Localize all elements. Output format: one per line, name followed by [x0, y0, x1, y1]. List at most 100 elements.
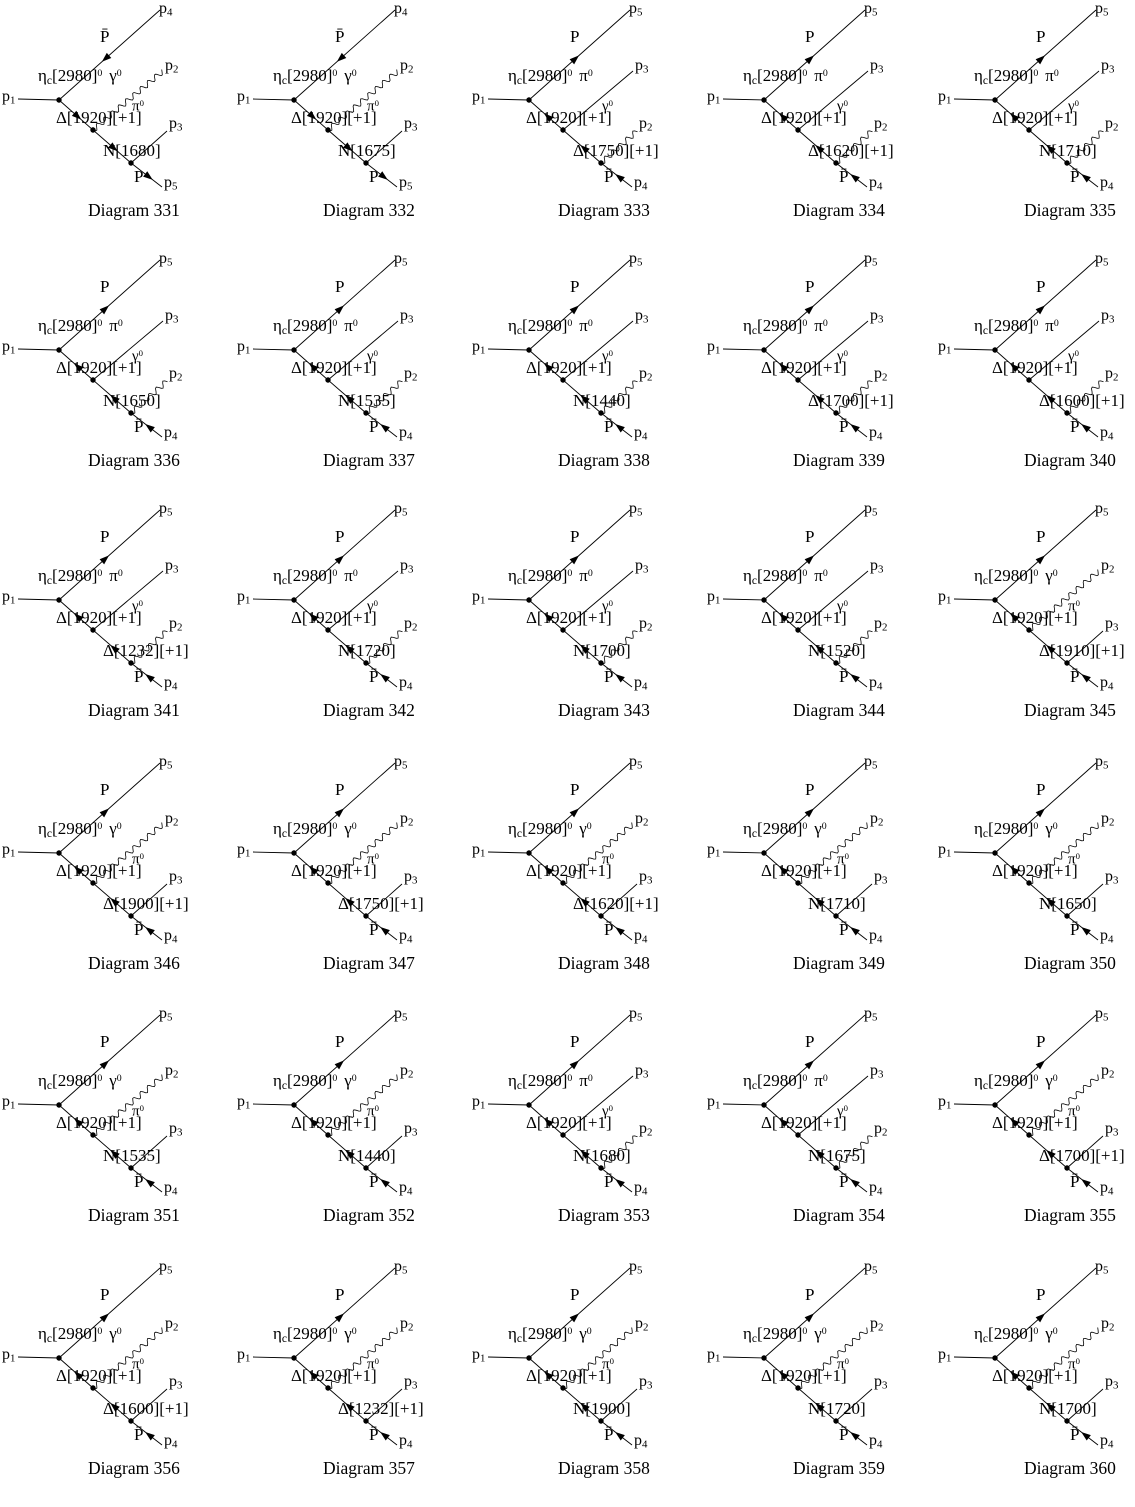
- eta-mass: [2980]: [522, 566, 568, 585]
- internal-propagator1-label: Δ[1920][+1]: [761, 358, 847, 377]
- v3-emitted-particle-label: π0: [837, 1356, 849, 1373]
- v3-emitted-particle-label: γ0: [132, 598, 143, 615]
- top-baryon-line: [994, 1014, 1097, 1106]
- vertex-dot: [1026, 377, 1032, 383]
- fermion-arrowhead: [334, 808, 345, 818]
- bottom-baryon-label: P̄: [839, 167, 849, 186]
- upper-right-momentum-label: p2: [635, 1315, 649, 1334]
- fermion-arrowhead: [380, 1431, 390, 1441]
- v3-emitted-particle-label: γ0: [837, 1103, 848, 1120]
- photon-line: [327, 1074, 398, 1137]
- eta-subscript: c: [281, 323, 288, 337]
- pion-line: [1066, 1135, 1104, 1169]
- vertex-dot: [1064, 1418, 1070, 1424]
- feynman-diagram-cell: p1 ηc[2980]0 γ0 P p5 p2 Δ[1920][+1] π0 Δ[…: [2, 753, 229, 1002]
- vertex-dot: [1064, 160, 1070, 166]
- internal-propagator1-label: Δ[1920][+1]: [992, 861, 1078, 880]
- bottom-baryon-label: P̄: [1070, 667, 1080, 686]
- incoming-momentum-label: p1: [707, 588, 721, 607]
- top-baryon-label: P: [805, 27, 815, 46]
- bottom-baryon-label: P̄: [604, 167, 614, 186]
- bottom-baryon-label: P̄: [1070, 920, 1080, 939]
- internal-propagator2-label: N[1520]: [808, 641, 866, 660]
- parent-particle-label: ηc[2980]0 π0: [974, 317, 1059, 337]
- fermion-arrowhead: [334, 1313, 345, 1323]
- vertex-dot: [833, 1418, 839, 1424]
- upper-right-momentum-label: p2: [400, 1315, 414, 1334]
- v3-emitted-particle-label: γ0: [837, 98, 848, 115]
- internal-propagator1-label: Δ[1920][+1]: [992, 108, 1078, 127]
- internal-propagator2-label: Δ[1600][+1]: [103, 1399, 189, 1418]
- vertex-dot: [761, 97, 767, 103]
- bottom-baryon-label: P̄: [134, 920, 144, 939]
- vertex-dot: [128, 410, 134, 416]
- feynman-diagram-cell: p1 ηc[2980]0 γ0 P p5 p2 Δ[1920][+1] π0 Δ[…: [237, 1258, 464, 1507]
- vertex-dot: [992, 850, 998, 856]
- vertex-dot: [992, 347, 998, 353]
- diagram-lines: [252, 1014, 403, 1193]
- fermion-arrowhead: [1010, 613, 1020, 623]
- photon-line: [365, 380, 403, 415]
- vertex-dot: [56, 1355, 62, 1361]
- eta-mass: [2980]: [757, 1071, 803, 1090]
- feynman-diagram-cell: p1 ηc[2980]0 π0 P p5 p3 Δ[1920][+1] γ0 Δ[…: [472, 0, 699, 249]
- upper-right-momentum-label: p3: [635, 557, 649, 576]
- upper-right-momentum-label: p3: [1101, 307, 1115, 326]
- eta-symbol: η: [974, 66, 983, 85]
- top-baryon-label: P: [570, 27, 580, 46]
- photon-line: [327, 69, 398, 132]
- bottom-baryon-label: P̄: [134, 1172, 144, 1191]
- internal-propagator2-label: Δ[1900][+1]: [103, 894, 189, 913]
- fermion-arrowhead: [850, 673, 860, 683]
- diagram-caption: Diagram 335: [1024, 200, 1116, 220]
- diagram-caption: Diagram 353: [558, 1205, 650, 1225]
- fermion-arrowhead: [380, 423, 390, 433]
- top-baryon-label: P: [1036, 527, 1046, 546]
- parent-particle-label: ηc[2980]0 π0: [974, 67, 1059, 87]
- parent-particle-label: ηc[2980]0 π0: [508, 317, 593, 337]
- vertex-dot: [1026, 1385, 1032, 1391]
- eta-superscript: 0: [332, 1073, 338, 1085]
- incoming-momentum-label: p1: [2, 1093, 16, 1112]
- bottom-baryon-label: P̄: [134, 667, 144, 686]
- v3-emitted-particle-label: γ0: [602, 1103, 613, 1120]
- upper-right-momentum-label: p3: [635, 1062, 649, 1081]
- parent-particle-label: ηc[2980]0 π0: [508, 67, 593, 87]
- eta-subscript: c: [982, 573, 989, 587]
- bottom-momentum-label: p4: [869, 674, 883, 693]
- top-baryon-line: [293, 1267, 396, 1359]
- top-momentum-label: p5: [864, 1005, 878, 1024]
- diagram-caption: Diagram 344: [793, 700, 885, 720]
- upper-right-momentum-label: p2: [870, 1315, 884, 1334]
- eta-symbol: η: [508, 66, 517, 85]
- incoming-momentum-label: p1: [938, 1346, 952, 1365]
- top-momentum-label: p5: [394, 1005, 408, 1024]
- upper-right-momentum-label: p3: [635, 57, 649, 76]
- fermion-arrowhead: [1046, 898, 1056, 907]
- internal-propagator2-label: N[1535]: [338, 391, 396, 410]
- bottom-momentum-label: p4: [164, 927, 178, 946]
- eta-subscript: c: [281, 573, 288, 587]
- fermion-arrowhead: [804, 55, 815, 65]
- internal-propagator1-label: Δ[1920][+1]: [992, 608, 1078, 627]
- vertex-dot: [526, 97, 532, 103]
- bottom-baryon-label: P̄: [369, 1425, 379, 1444]
- internal-propagator1-label: Δ[1920][+1]: [56, 1113, 142, 1132]
- eta-subscript: c: [46, 323, 53, 337]
- fermion-arrowhead: [74, 613, 84, 623]
- fermion-arrowhead: [99, 555, 110, 565]
- diagram-caption: Diagram 343: [558, 700, 650, 720]
- fermion-arrowhead: [1046, 395, 1056, 404]
- photon-line: [1028, 569, 1099, 632]
- pion-line: [365, 1135, 403, 1169]
- top-momentum-label: p5: [1095, 1258, 1109, 1277]
- diagram-caption: Diagram 341: [88, 700, 180, 720]
- vertex-dot: [363, 410, 369, 416]
- vertex-dot: [56, 347, 62, 353]
- internal-propagator1-label: Δ[1920][+1]: [526, 1366, 612, 1385]
- lower-right-momentum-label: p3: [1105, 1373, 1119, 1392]
- vertex-dot: [598, 1165, 604, 1171]
- vertex-dot: [1064, 913, 1070, 919]
- incoming-momentum-label: p1: [2, 841, 16, 860]
